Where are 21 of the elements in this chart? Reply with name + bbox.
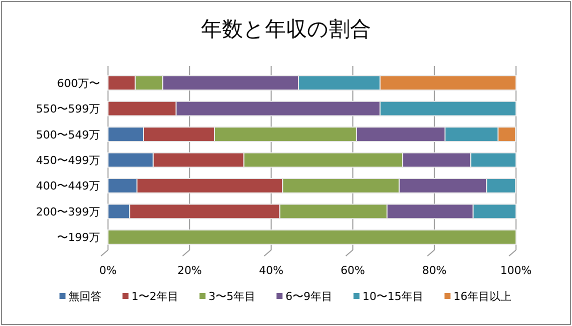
y-tick-label: 500〜549万 <box>36 128 100 142</box>
y-tick-label: 200〜399万 <box>36 205 100 218</box>
legend-label: 6〜9年目 <box>286 290 332 303</box>
x-tick-label: 40% <box>258 264 284 277</box>
y-tick-label: 600万〜 <box>57 76 100 90</box>
y-tick-label: 450〜499万 <box>36 154 100 167</box>
y-tick-label: 〜199万 <box>57 231 100 244</box>
legend-label: 無回答 <box>68 290 102 303</box>
legend-label: 10〜15年目 <box>362 290 424 303</box>
y-tick-label: 400〜449万 <box>36 180 100 193</box>
bar <box>108 229 516 245</box>
x-tick-label: 60% <box>340 264 366 277</box>
x-tick-label: 20% <box>177 264 202 277</box>
x-tick-label: 0% <box>99 264 117 277</box>
legend-label: 3〜5年目 <box>208 290 256 303</box>
legend-label: 1〜2年目 <box>132 290 178 303</box>
x-tick-label: 80% <box>422 264 447 277</box>
y-tick-label: 550〜599万 <box>36 102 100 116</box>
legend-label: 16年目以上 <box>454 290 512 303</box>
x-tick-label: 100% <box>500 264 532 277</box>
chart-title: 年数と年収の割合 <box>201 17 371 41</box>
